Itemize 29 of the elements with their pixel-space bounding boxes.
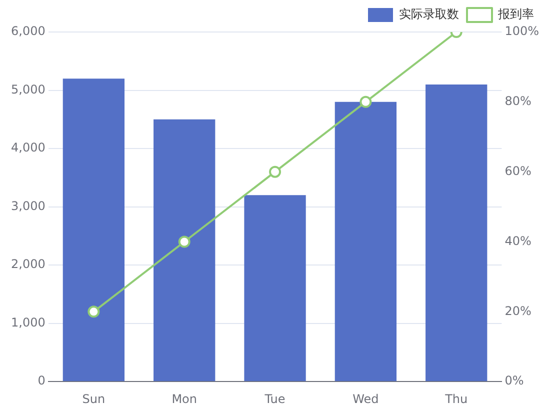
y2-tick-label: 20% xyxy=(504,304,532,318)
y2-tick-label: 0% xyxy=(504,374,524,388)
y-tick-label: 5,000 xyxy=(10,82,46,96)
bar xyxy=(62,78,125,382)
y2-tick-label: 60% xyxy=(504,164,532,178)
point xyxy=(178,236,190,248)
legend-label: 报到率 xyxy=(497,7,534,22)
y-tick-label: 2,000 xyxy=(10,257,46,272)
y2-tick-label: 100% xyxy=(504,24,540,38)
bar xyxy=(426,84,488,382)
y-tick-label: 6,000 xyxy=(10,24,46,38)
y-tick-label: 3,000 xyxy=(10,198,46,213)
point xyxy=(360,96,372,108)
x-tick-label: Mon xyxy=(172,392,198,406)
x-tick-label: Sun xyxy=(82,392,106,406)
bar xyxy=(154,119,216,382)
bar xyxy=(244,195,306,382)
y-tick-label: 0 xyxy=(38,374,46,388)
x-tick-label: Tue xyxy=(264,392,286,406)
x-tick-label: Wed xyxy=(352,392,379,406)
y-tick-label: 1,000 xyxy=(10,315,46,330)
x-tick-label: Thu xyxy=(444,392,468,406)
bar xyxy=(334,102,397,382)
point xyxy=(269,166,282,178)
legend-label: 实际录取数 xyxy=(399,7,459,22)
y2-tick-label: 80% xyxy=(504,94,532,108)
y-tick-label: 4,000 xyxy=(10,140,46,155)
y2-tick-label: 40% xyxy=(504,234,532,248)
point xyxy=(88,306,100,318)
